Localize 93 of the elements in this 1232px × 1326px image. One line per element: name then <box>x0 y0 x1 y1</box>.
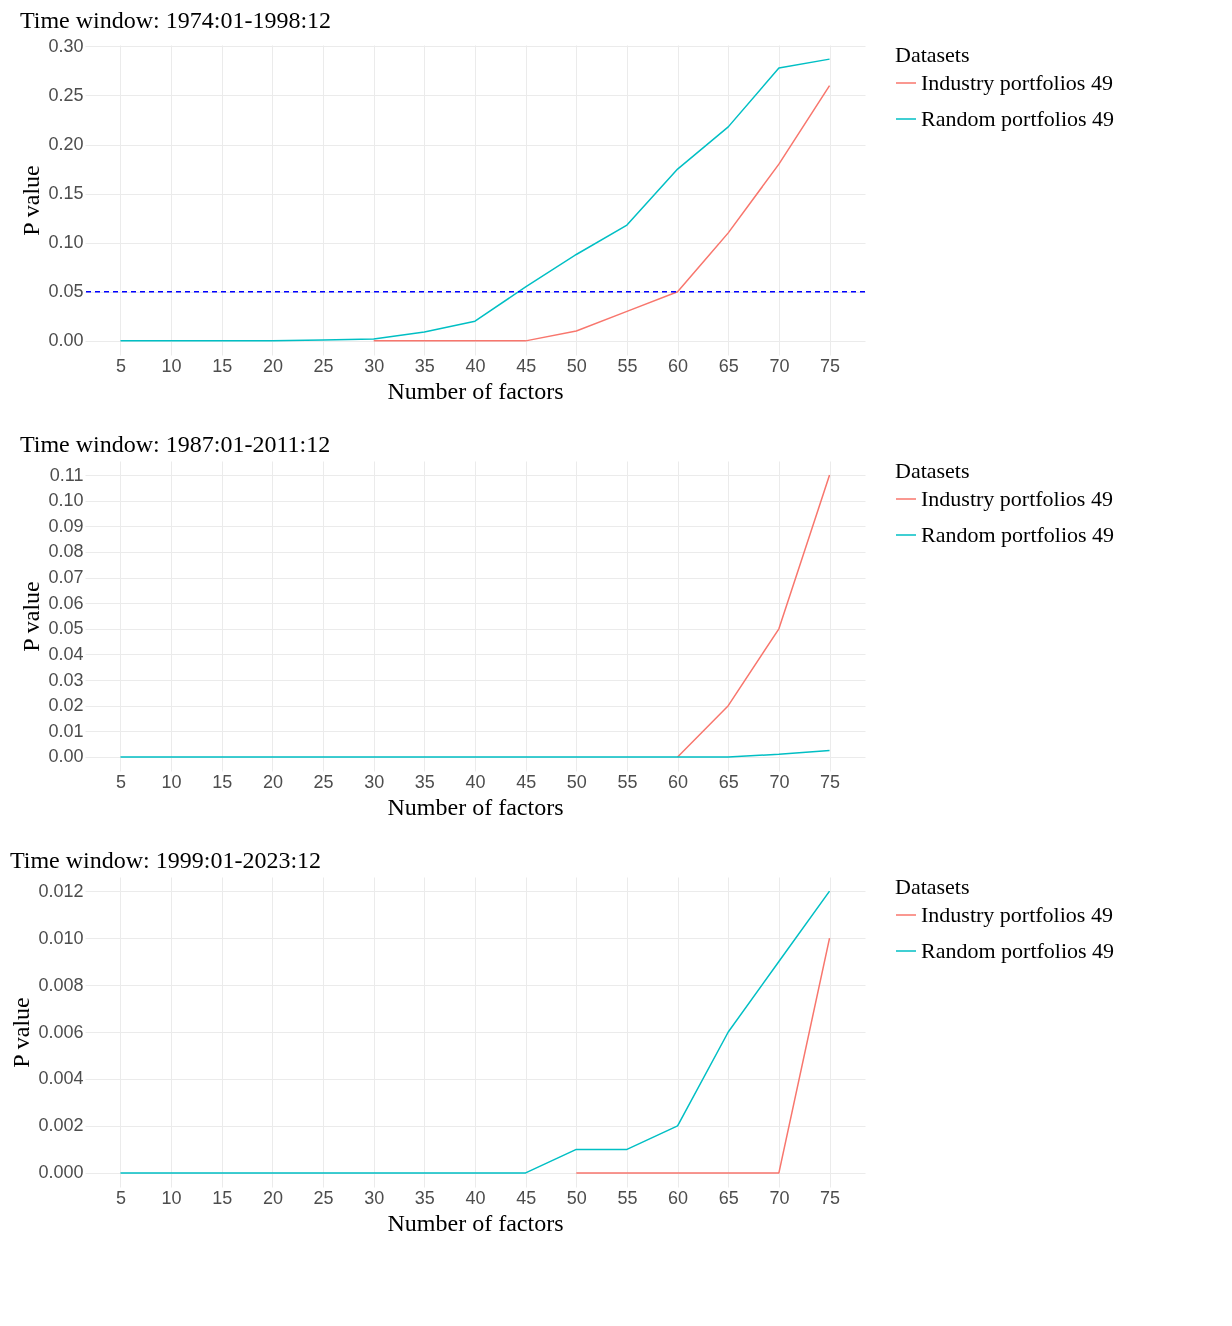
y-tick-label: 0.20 <box>48 134 84 155</box>
x-tick-label: 5 <box>115 771 126 792</box>
x-tick-label: 50 <box>566 1187 587 1208</box>
x-tick-label: 25 <box>313 355 334 376</box>
y-tick-label: 0.30 <box>48 35 84 56</box>
x-tick-label: 5 <box>115 1187 126 1208</box>
x-tick-label: 60 <box>668 771 689 792</box>
legend-title: Datasets <box>895 458 970 483</box>
x-tick-label: 55 <box>617 355 638 376</box>
line-series <box>676 474 831 758</box>
y-tick-label: 0.010 <box>38 927 84 948</box>
y-axis-title: P value <box>8 997 35 1068</box>
x-tick-label: 50 <box>566 355 587 376</box>
y-tick-label: 0.10 <box>48 490 84 511</box>
x-tick-label: 10 <box>161 1187 182 1208</box>
y-tick-label: 0.00 <box>48 746 84 767</box>
x-tick-label: 40 <box>465 355 486 376</box>
legend-label: Industry portfolios 49 <box>921 70 1113 95</box>
x-tick-label: 15 <box>212 1187 233 1208</box>
y-tick-label: 0.008 <box>38 974 84 995</box>
x-tick-label: 55 <box>617 1187 638 1208</box>
y-tick-label: 0.000 <box>38 1162 84 1183</box>
legend-label: Random portfolios 49 <box>921 522 1115 547</box>
x-tick-label: 45 <box>516 355 537 376</box>
x-tick-label: 40 <box>465 771 486 792</box>
x-tick-label: 15 <box>212 771 233 792</box>
legend-label: Random portfolios 49 <box>921 106 1115 131</box>
x-tick-label: 75 <box>820 355 841 376</box>
x-tick-label: 75 <box>820 1187 841 1208</box>
x-tick-label: 45 <box>516 771 537 792</box>
y-tick-label: 0.004 <box>38 1068 84 1089</box>
x-tick-label: 65 <box>718 1187 739 1208</box>
x-tick-label: 65 <box>718 771 739 792</box>
legend-title: Datasets <box>895 874 970 899</box>
y-tick-label: 0.012 <box>38 880 84 901</box>
y-tick-label: 0.11 <box>49 464 84 485</box>
x-tick-label: 25 <box>313 771 334 792</box>
x-tick-label: 35 <box>414 355 435 376</box>
x-tick-label: 60 <box>668 355 689 376</box>
x-tick-label: 30 <box>364 1187 385 1208</box>
y-tick-label: 0.01 <box>48 720 84 741</box>
x-tick-label: 65 <box>718 355 739 376</box>
x-tick-label: 50 <box>566 771 587 792</box>
y-tick-label: 0.02 <box>48 695 84 716</box>
y-tick-label: 0.09 <box>48 515 84 536</box>
x-tick-label: 35 <box>414 771 435 792</box>
x-axis-title: Number of factors <box>387 1209 564 1236</box>
y-tick-label: 0.03 <box>48 669 84 690</box>
x-tick-label: 60 <box>668 1187 689 1208</box>
legend-label: Industry portfolios 49 <box>921 486 1113 511</box>
y-tick-label: 0.06 <box>48 592 84 613</box>
line-series <box>119 58 831 342</box>
legend-title: Datasets <box>895 42 970 67</box>
x-tick-label: 20 <box>262 355 283 376</box>
y-tick-label: 0.05 <box>48 281 84 302</box>
x-tick-label: 30 <box>364 771 385 792</box>
y-tick-label: 0.04 <box>48 643 84 664</box>
x-tick-label: 45 <box>516 1187 537 1208</box>
x-tick-label: 75 <box>820 771 841 792</box>
y-tick-label: 0.002 <box>38 1115 84 1136</box>
y-tick-label: 0.25 <box>48 84 84 105</box>
y-tick-label: 0.006 <box>38 1021 84 1042</box>
y-tick-label: 0.07 <box>48 567 84 588</box>
x-tick-label: 10 <box>161 355 182 376</box>
chart-title: Time window: 1974:01-1998:12 <box>19 7 332 34</box>
line-series <box>119 890 831 1174</box>
legend-label: Industry portfolios 49 <box>921 902 1113 927</box>
x-tick-label: 20 <box>262 1187 283 1208</box>
x-tick-label: 70 <box>769 1187 790 1208</box>
x-tick-label: 30 <box>364 355 385 376</box>
x-tick-label: 10 <box>161 771 182 792</box>
chart-title: Time window: 1987:01-2011:12 <box>19 431 331 457</box>
x-axis-title: Number of factors <box>387 377 564 404</box>
x-tick-label: 55 <box>617 771 638 792</box>
x-axis-title: Number of factors <box>387 793 564 820</box>
y-tick-label: 0.08 <box>48 541 84 562</box>
x-tick-label: 70 <box>769 771 790 792</box>
chart-title: Time window: 1999:01-2023:12 <box>9 847 322 873</box>
y-axis-title: P value <box>18 165 45 236</box>
legend-label: Random portfolios 49 <box>921 938 1115 963</box>
x-tick-label: 35 <box>414 1187 435 1208</box>
x-tick-label: 25 <box>313 1187 334 1208</box>
x-tick-label: 40 <box>465 1187 486 1208</box>
line-series <box>372 84 831 342</box>
x-tick-label: 20 <box>262 771 283 792</box>
y-tick-label: 0.00 <box>48 330 84 351</box>
y-tick-label: 0.05 <box>48 618 84 639</box>
y-tick-label: 0.10 <box>48 232 84 253</box>
y-axis-title: P value <box>18 581 45 652</box>
y-tick-label: 0.15 <box>48 183 84 204</box>
x-tick-label: 70 <box>769 355 790 376</box>
x-tick-label: 5 <box>115 355 126 376</box>
x-tick-label: 15 <box>212 355 233 376</box>
